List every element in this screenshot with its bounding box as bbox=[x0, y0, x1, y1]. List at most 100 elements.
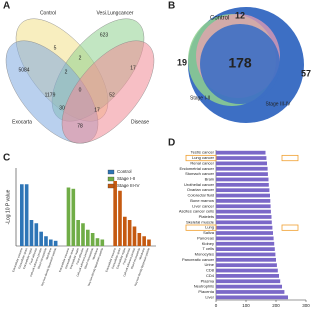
bar bbox=[24, 184, 29, 246]
bar bbox=[216, 193, 270, 198]
y-tick-label: Skeletal muscle bbox=[186, 219, 215, 224]
bar bbox=[132, 226, 137, 246]
bar bbox=[216, 268, 278, 273]
bar bbox=[216, 290, 285, 294]
bar bbox=[95, 238, 100, 246]
venn-set bbox=[61, 40, 155, 144]
bar bbox=[216, 172, 268, 176]
panel-letter: A bbox=[3, 1, 10, 12]
bar bbox=[90, 233, 95, 246]
legend-swatch bbox=[107, 183, 115, 189]
y-tick-label: Ascites cancer cells bbox=[179, 209, 214, 214]
set-label: Exocarta bbox=[12, 119, 32, 125]
bar bbox=[44, 236, 48, 246]
bar bbox=[49, 239, 53, 246]
legend-label: Stage III-IV bbox=[117, 183, 140, 188]
y-tick-label: Placenta bbox=[198, 289, 214, 294]
set-label: Stage I-II bbox=[190, 95, 210, 101]
x-tick-label: Blood microparticle bbox=[130, 247, 141, 270]
x-tick-label: Extracellular region bbox=[115, 247, 127, 270]
bar bbox=[66, 187, 71, 246]
x-tick-label: Membrane bbox=[45, 247, 53, 261]
y-tick-label: Liver cancer bbox=[192, 203, 214, 208]
bar bbox=[147, 239, 151, 246]
region-count: 30 bbox=[59, 105, 65, 111]
x-tick-label: Extracellular space bbox=[64, 247, 75, 269]
region-count: 78 bbox=[77, 123, 83, 129]
bar bbox=[216, 220, 272, 225]
bar bbox=[216, 209, 271, 214]
set-label: Control bbox=[210, 16, 229, 22]
bar bbox=[29, 220, 34, 246]
y-tick-label: Stomach cancer bbox=[185, 171, 215, 176]
bar bbox=[216, 161, 267, 166]
bar bbox=[76, 220, 80, 246]
region-count: 0 bbox=[79, 87, 82, 93]
region-count: 5084 bbox=[18, 67, 29, 73]
bar bbox=[216, 279, 281, 284]
bar bbox=[123, 216, 127, 246]
y-tick-label: CD8 bbox=[206, 268, 215, 273]
y-tick-label: Plasma bbox=[201, 278, 215, 283]
venn-set bbox=[200, 24, 280, 104]
y-tick-label: Saliva bbox=[203, 230, 215, 235]
region-count: 17 bbox=[130, 65, 136, 71]
bar bbox=[86, 229, 90, 246]
bar bbox=[216, 274, 279, 278]
bar bbox=[216, 177, 269, 182]
bar bbox=[216, 284, 282, 289]
x-tick-label: Blood microparticle bbox=[36, 247, 47, 270]
x-tick-label: Extracellular space bbox=[17, 247, 28, 269]
legend-label: Stage I-II bbox=[117, 176, 135, 181]
bar bbox=[137, 233, 142, 246]
y-tick-label: CD4 bbox=[206, 273, 215, 278]
y-tick-label: Pancreatic cancer bbox=[182, 257, 215, 262]
y-tick-label: Urine bbox=[204, 262, 214, 267]
y-tick-label: Renal cancer bbox=[190, 160, 214, 165]
y-tick-label: Platelets bbox=[199, 214, 214, 219]
y-tick-label: Pancreas bbox=[197, 235, 214, 240]
bar bbox=[39, 231, 43, 246]
panel-letter: D bbox=[168, 138, 175, 149]
y-axis-label: -Log 10 P value bbox=[5, 189, 11, 224]
region-count: 1179 bbox=[45, 92, 56, 98]
bar bbox=[216, 182, 269, 187]
region-count: 12 bbox=[235, 10, 245, 20]
region-count: 2 bbox=[79, 55, 82, 61]
region-count: 5 bbox=[54, 45, 57, 51]
set-label: Stage III-IV bbox=[265, 101, 291, 107]
bar bbox=[216, 166, 268, 171]
x-tick-label: Extracellular space bbox=[110, 247, 121, 269]
panel-letter: C bbox=[3, 153, 10, 164]
legend-label: Control bbox=[117, 169, 132, 174]
x-tick-label: 200 bbox=[272, 303, 280, 308]
bar bbox=[216, 188, 270, 193]
y-tick-label: Colorectal fluid bbox=[188, 193, 214, 198]
y-tick-label: Bone marrow bbox=[190, 198, 214, 203]
bar bbox=[216, 236, 274, 241]
bar bbox=[216, 241, 275, 246]
panel-letter: B bbox=[168, 1, 175, 12]
bar bbox=[113, 181, 117, 246]
region-count: 2 bbox=[65, 69, 68, 75]
bar bbox=[216, 204, 271, 209]
bar bbox=[100, 239, 105, 246]
x-tick-label: Blood microparticle bbox=[83, 247, 94, 270]
legend-swatch bbox=[107, 169, 115, 175]
set-label: Control bbox=[40, 10, 56, 16]
highlight-box bbox=[185, 224, 217, 231]
bar bbox=[127, 220, 132, 246]
bar bbox=[216, 215, 272, 219]
highlight-box bbox=[281, 224, 299, 231]
y-tick-label: Lung cancer bbox=[192, 155, 215, 160]
x-tick-label: Membrane bbox=[138, 247, 146, 261]
highlight-box bbox=[281, 154, 299, 162]
y-tick-label: Lung bbox=[205, 225, 214, 230]
y-tick-label: Neutrophils bbox=[194, 284, 214, 289]
y-tick-label: Testis cancer bbox=[191, 150, 215, 155]
y-tick-label: Liver bbox=[205, 294, 214, 299]
bar bbox=[216, 252, 276, 257]
y-tick-label: Ovarian cancer bbox=[187, 187, 215, 192]
bar bbox=[216, 150, 266, 155]
region-count: 623 bbox=[100, 32, 109, 38]
